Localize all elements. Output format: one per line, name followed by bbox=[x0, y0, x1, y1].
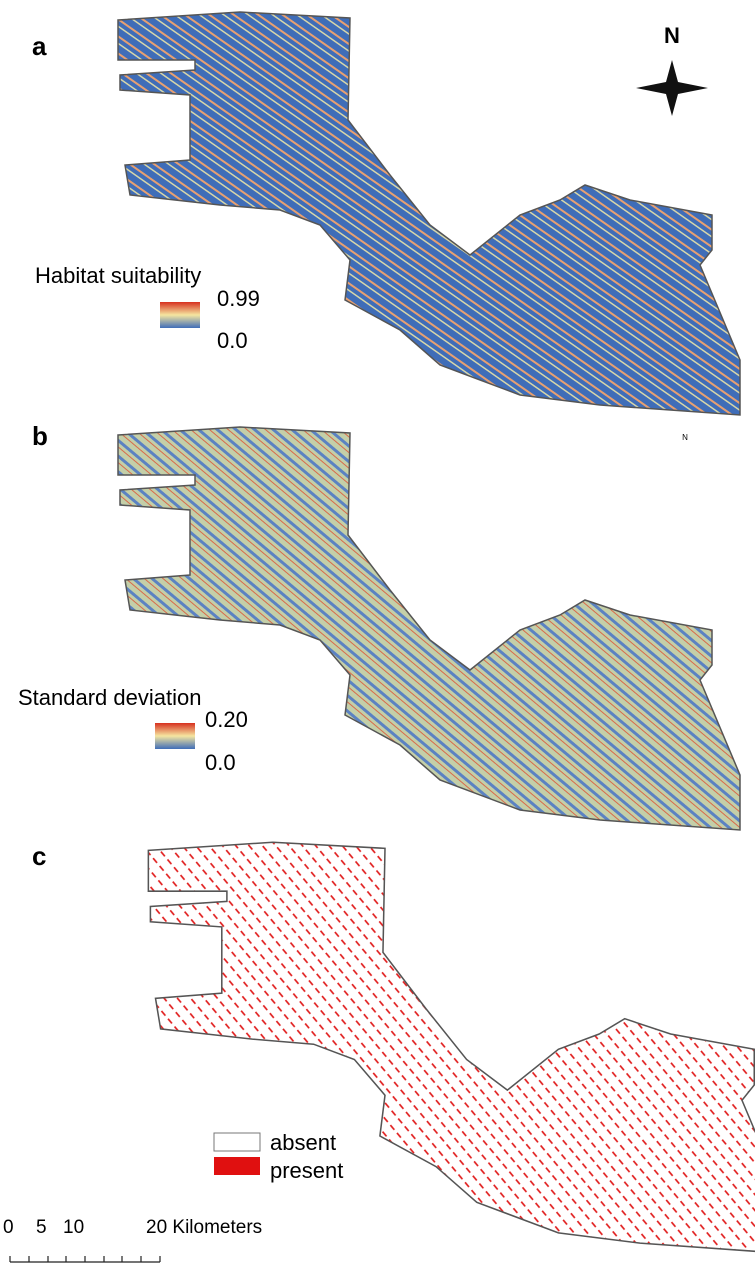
scale-label: 5 bbox=[36, 1217, 47, 1238]
panel-label: a bbox=[32, 31, 47, 61]
scale-bar: 0 5 10 20 Kilometers bbox=[3, 1217, 262, 1262]
legend-title: Standard deviation bbox=[18, 685, 201, 710]
panel-b: b N Standard deviation 0.20 0.0 bbox=[18, 421, 740, 830]
north-label-small: N bbox=[682, 433, 688, 442]
scale-label: 0 bbox=[3, 1217, 14, 1238]
legend-title: Habitat suitability bbox=[35, 263, 201, 288]
suitability-map bbox=[118, 12, 740, 415]
north-label: N bbox=[664, 23, 680, 48]
panel-a: a Habitat suitability 0.99 0.0 N bbox=[32, 12, 740, 415]
panel-label: c bbox=[32, 841, 46, 871]
legend-swatch-present bbox=[214, 1157, 260, 1175]
panel-label: b bbox=[32, 421, 48, 451]
legend-min: 0.0 bbox=[205, 750, 236, 775]
north-arrow bbox=[636, 60, 708, 116]
scale-label: 20 Kilometers bbox=[146, 1217, 262, 1238]
panel-c: c absent present bbox=[32, 841, 755, 1253]
legend-swatch-absent bbox=[214, 1133, 260, 1151]
legend-gradient bbox=[160, 302, 200, 328]
scale-label: 10 bbox=[63, 1217, 84, 1238]
legend-item: present bbox=[270, 1158, 343, 1183]
legend-item: absent bbox=[270, 1130, 336, 1155]
legend-max: 0.99 bbox=[217, 286, 260, 311]
legend-max: 0.20 bbox=[205, 707, 248, 732]
legend-gradient bbox=[155, 723, 195, 749]
map-figure: a Habitat suitability 0.99 0.0 N b N Sta… bbox=[0, 0, 755, 1277]
presence-map bbox=[148, 842, 755, 1253]
legend-min: 0.0 bbox=[217, 328, 248, 353]
